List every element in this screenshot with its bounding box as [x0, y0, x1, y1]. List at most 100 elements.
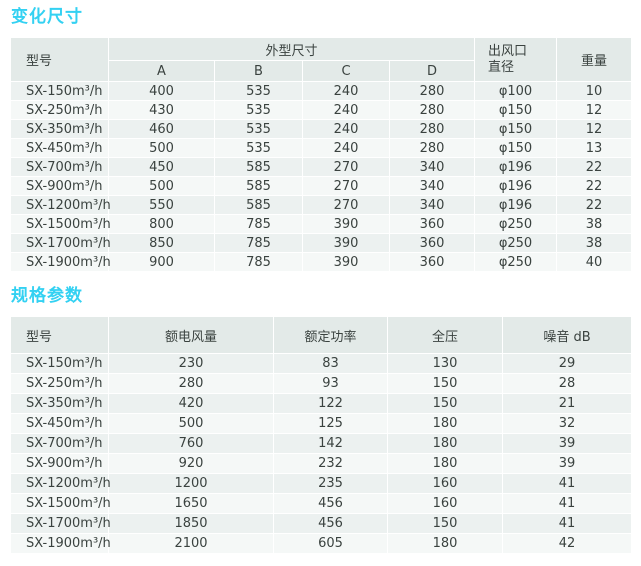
value-cell: 22 — [556, 195, 633, 215]
value-cell: 142 — [273, 433, 388, 454]
value-cell: 1200 — [108, 473, 274, 494]
table-row: SX-1700m³/h 850 785 390 360 φ250 38 — [10, 233, 633, 253]
value-cell: 150 — [387, 373, 503, 394]
value-cell: 160 — [387, 473, 503, 494]
value-cell: φ100 — [474, 81, 558, 101]
dimensions-table-header: 型号 外型尺寸 出风口 直径 重量 A B C D — [10, 37, 633, 82]
table-row: SX-1500m³/h 1650 456 160 41 — [10, 493, 632, 514]
value-cell: 390 — [302, 214, 390, 234]
value-cell: 83 — [273, 353, 388, 374]
value-cell: 585 — [214, 176, 303, 196]
value-cell: 800 — [108, 214, 215, 234]
value-cell: φ150 — [474, 100, 558, 120]
value-cell: 360 — [388, 252, 476, 272]
table-row: SX-700m³/h 760 142 180 39 — [10, 433, 632, 454]
col-header-noise-db: 噪音 dB — [502, 316, 632, 354]
value-cell: 235 — [273, 473, 388, 494]
value-cell: 38 — [556, 214, 633, 234]
value-cell: φ196 — [474, 176, 558, 196]
value-cell: 29 — [502, 353, 632, 374]
value-cell: 400 — [108, 81, 215, 101]
value-cell: 180 — [387, 413, 503, 434]
model-cell: SX-350m³/h — [10, 119, 109, 139]
table-row: SX-1900m³/h 2100 605 180 42 — [10, 533, 632, 554]
value-cell: 535 — [214, 119, 303, 139]
col-header-rated-power: 额定功率 — [273, 316, 388, 354]
value-cell: 130 — [387, 353, 503, 374]
value-cell: 535 — [214, 100, 303, 120]
value-cell: 500 — [108, 138, 215, 158]
specs-table: 型号 额电风量 额定功率 全压 噪音 dB SX-150m³/h 230 83 130… — [10, 316, 632, 554]
value-cell: 340 — [388, 195, 476, 215]
value-cell: 270 — [302, 176, 390, 196]
value-cell: 456 — [273, 493, 388, 514]
model-cell: SX-1700m³/h — [10, 233, 111, 253]
value-cell: 900 — [108, 252, 215, 272]
value-cell: 21 — [502, 393, 632, 414]
value-cell: φ150 — [474, 138, 558, 158]
dimensions-section-title: 变化尺寸 — [11, 7, 83, 27]
value-cell: φ250 — [474, 214, 558, 234]
dimensions-table-body: SX-150m³/h 400 535 240 280 φ100 10 SX-250m³/h 43… — [10, 81, 633, 272]
value-cell: 2100 — [108, 533, 274, 554]
value-cell: 12 — [556, 119, 633, 139]
value-cell: 430 — [108, 100, 215, 120]
spec-sheet-page: 变化尺寸 型号 外型尺寸 出风口 直径 重量 A B C D — [10, 7, 633, 554]
value-cell: 270 — [302, 195, 390, 215]
table-row: SX-350m³/h 460 535 240 280 φ150 12 — [10, 119, 633, 139]
table-row: SX-1200m³/h 1200 235 160 41 — [10, 473, 632, 494]
value-cell: 38 — [556, 233, 633, 253]
value-cell: 41 — [502, 493, 632, 514]
table-row: SX-150m³/h 400 535 240 280 φ100 10 — [10, 81, 633, 101]
value-cell: 125 — [273, 413, 388, 434]
value-cell: φ250 — [474, 252, 558, 272]
model-cell: SX-250m³/h — [10, 100, 109, 120]
value-cell: 22 — [556, 176, 633, 196]
model-cell: SX-1200m³/h — [10, 473, 111, 494]
value-cell: 1650 — [108, 493, 274, 514]
value-cell: 240 — [302, 81, 390, 101]
table-row: SX-900m³/h 500 585 270 340 φ196 22 — [10, 176, 633, 196]
header-row-group: 型号 外型尺寸 出风口 直径 重量 — [10, 37, 633, 82]
value-cell: 280 — [108, 373, 274, 394]
outlet-header-line2: 直径 — [488, 59, 515, 75]
model-cell: SX-350m³/h — [10, 393, 109, 414]
col-header-d: D — [388, 60, 476, 82]
value-cell: 585 — [214, 157, 303, 177]
model-cell: SX-450m³/h — [10, 413, 109, 434]
value-cell: 340 — [388, 176, 476, 196]
value-cell: 10 — [556, 81, 633, 101]
value-cell: 390 — [302, 233, 390, 253]
value-cell: 360 — [388, 233, 476, 253]
value-cell: 40 — [556, 252, 633, 272]
model-cell: SX-1700m³/h — [10, 513, 111, 534]
col-header-a: A — [108, 60, 215, 82]
value-cell: 230 — [108, 353, 274, 374]
col-header-total-pressure: 全压 — [387, 316, 503, 354]
value-cell: 232 — [273, 453, 388, 474]
model-cell: SX-900m³/h — [10, 453, 109, 474]
col-header-c: C — [302, 60, 390, 82]
table-row: SX-450m³/h 500 535 240 280 φ150 13 — [10, 138, 633, 158]
table-row: SX-1200m³/h 550 585 270 340 φ196 22 — [10, 195, 633, 215]
specs-table-body: SX-150m³/h 230 83 130 29 SX-250m³/h 280 93 150 28… — [10, 353, 632, 554]
value-cell: 93 — [273, 373, 388, 394]
table-row: SX-350m³/h 420 122 150 21 — [10, 393, 632, 414]
value-cell: 180 — [387, 533, 503, 554]
table-row: SX-1500m³/h 800 785 390 360 φ250 38 — [10, 214, 633, 234]
value-cell: 150 — [387, 393, 503, 414]
value-cell: 280 — [388, 100, 476, 120]
value-cell: 456 — [273, 513, 388, 534]
model-cell: SX-700m³/h — [10, 157, 109, 177]
table-row: SX-450m³/h 500 125 180 32 — [10, 413, 632, 434]
value-cell: φ196 — [474, 195, 558, 215]
value-cell: 180 — [387, 433, 503, 454]
value-cell: 41 — [502, 473, 632, 494]
value-cell: 42 — [502, 533, 632, 554]
value-cell: 39 — [502, 433, 632, 454]
col-header-outline-dimensions: 外型尺寸 — [107, 37, 476, 61]
value-cell: 12 — [556, 100, 633, 120]
value-cell: 605 — [273, 533, 388, 554]
value-cell: 360 — [388, 214, 476, 234]
value-cell: 270 — [302, 157, 390, 177]
